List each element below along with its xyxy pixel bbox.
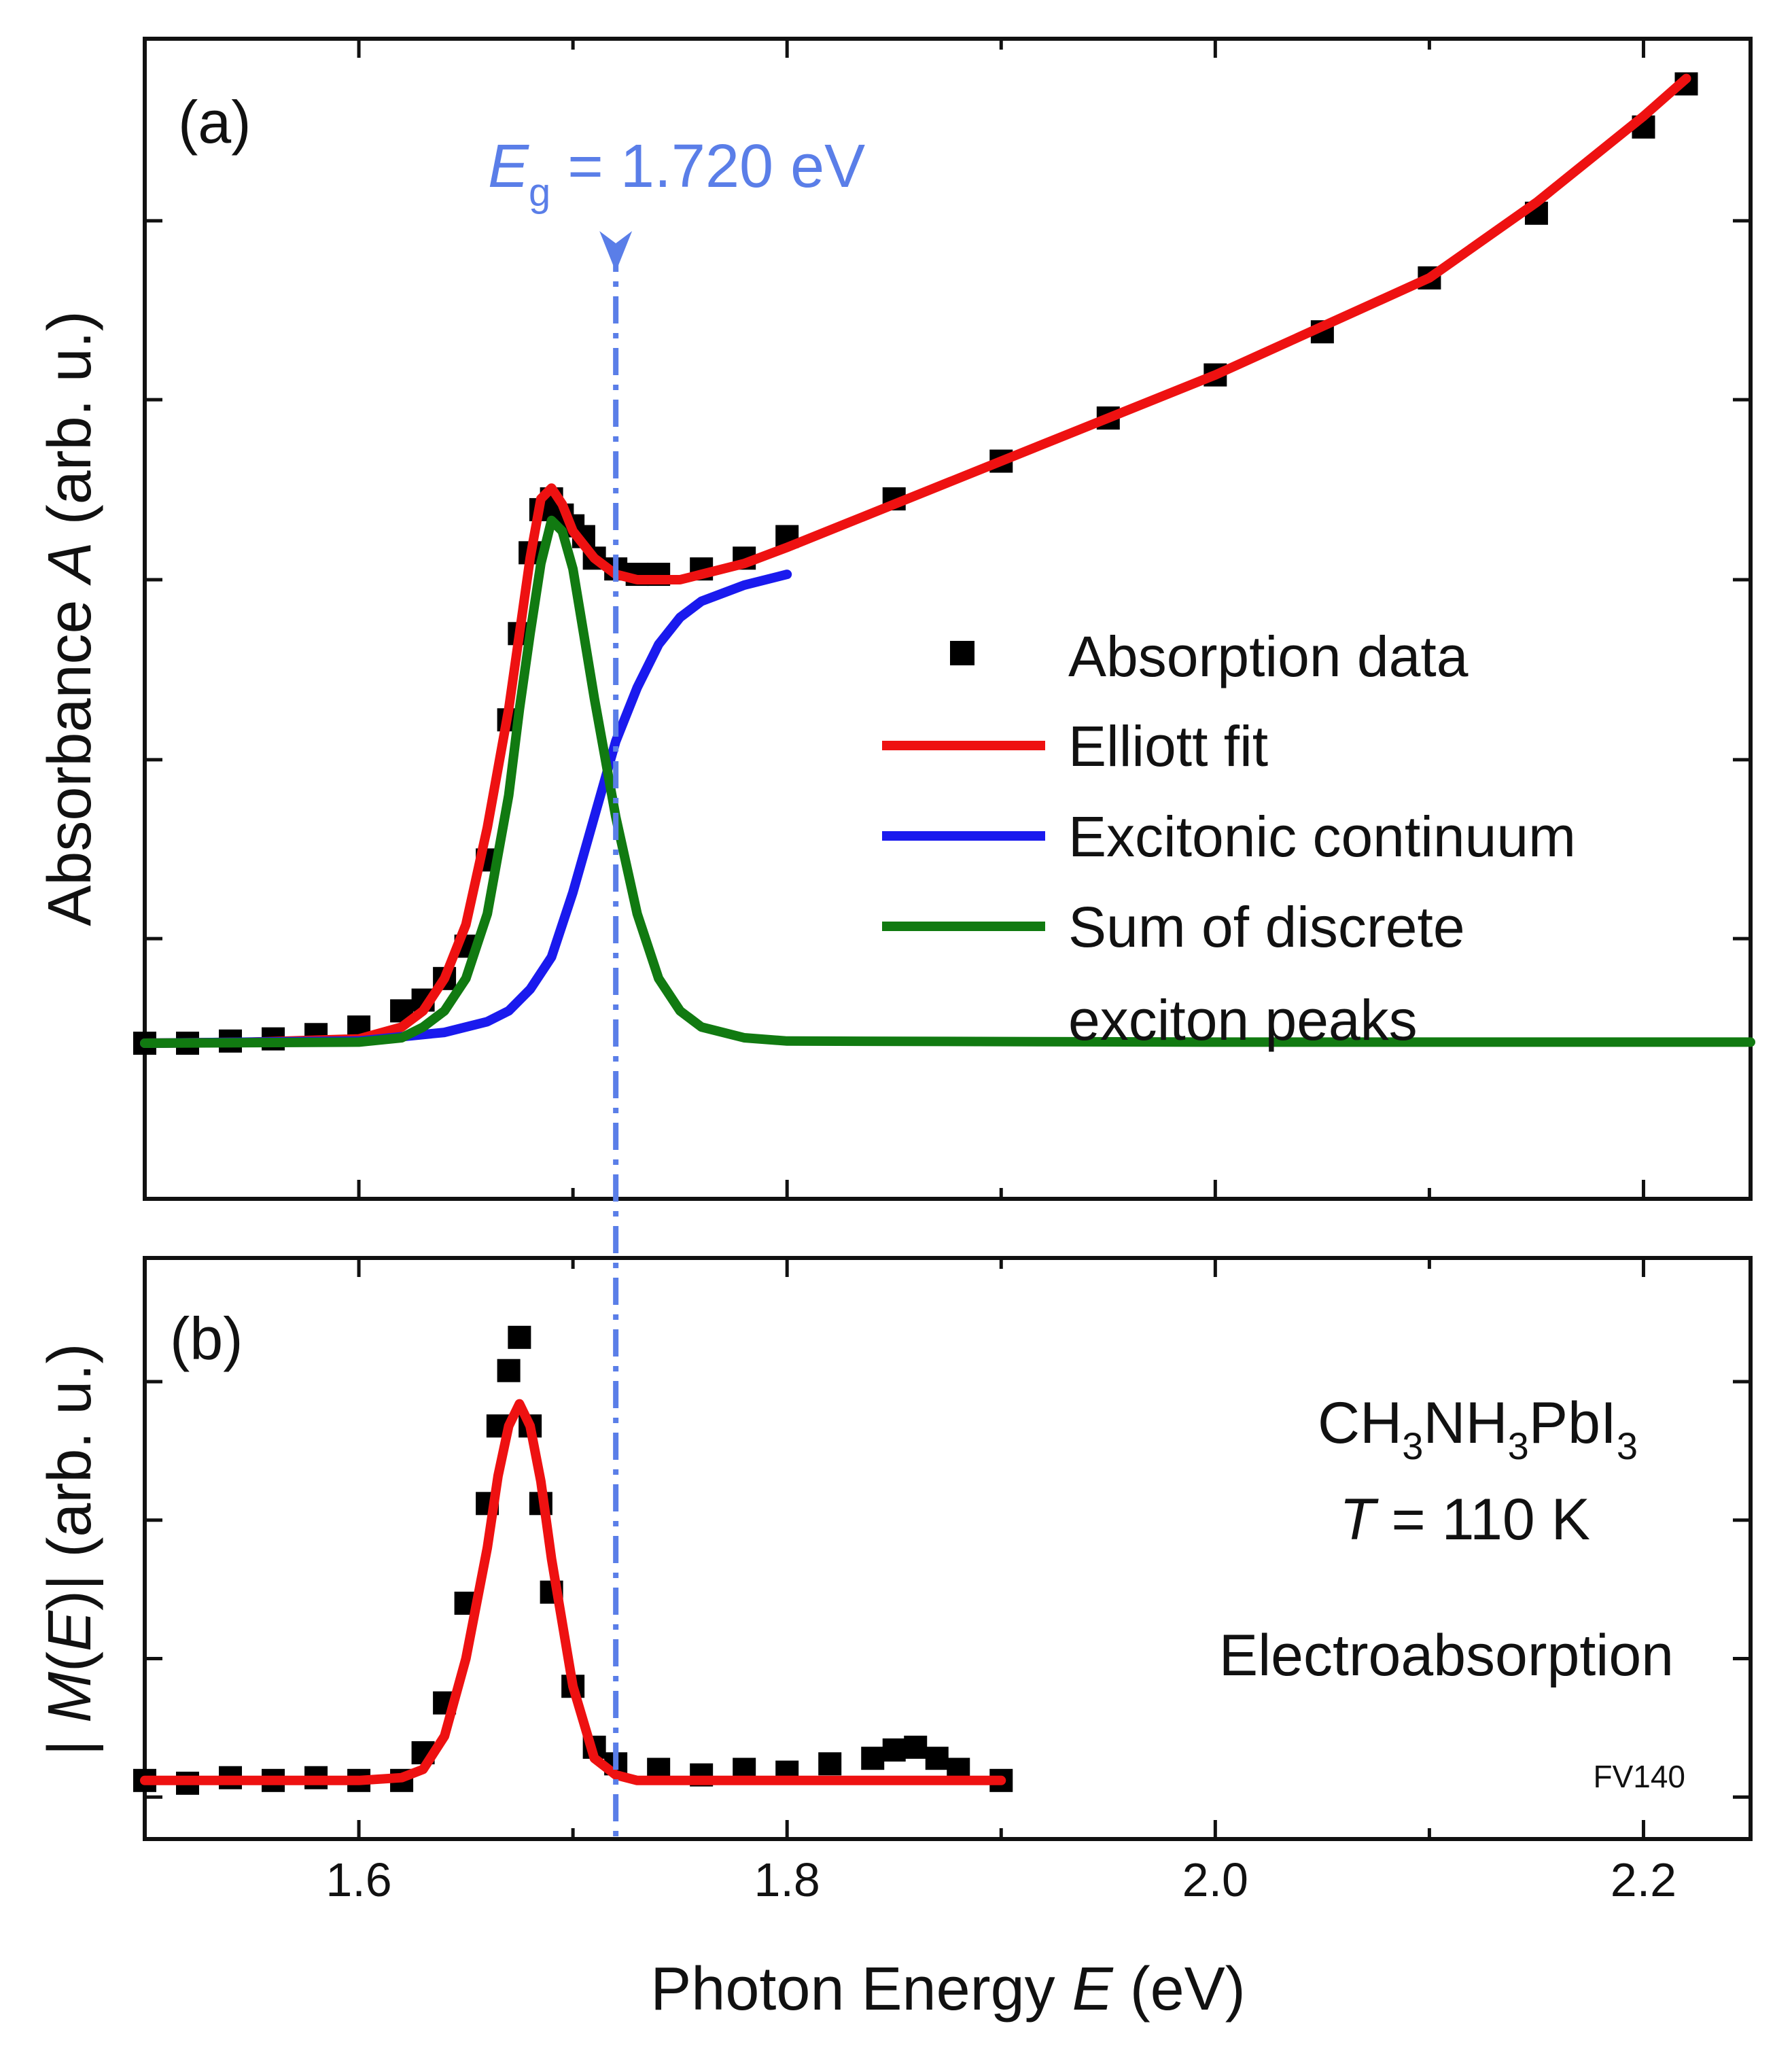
- panel-a-y-ticks: [145, 219, 1751, 941]
- panel-b-data-point: [497, 1359, 521, 1382]
- panel-b-frame: [143, 1256, 1753, 1841]
- panel-b-data-point: [861, 1747, 885, 1770]
- panel-a-series: [133, 72, 1755, 1055]
- panel-a: (a) Absorbance A (arb. u.) Absorption da…: [36, 37, 1755, 1201]
- legend-label-elliott-fit: Elliott fit: [1068, 714, 1268, 778]
- gap-energy-annotation: Eg = 1.720 eV: [488, 133, 865, 215]
- sample-code: FV140: [1593, 1759, 1685, 1794]
- panel-a-label: (a): [178, 88, 251, 156]
- x-tick-label: 2.2: [1611, 1853, 1676, 1906]
- panel-b-y-ticks: [145, 1380, 1751, 1799]
- panel-a-excitonic-continuum-line: [140, 570, 792, 1048]
- panel-a-x-ticks: [143, 39, 1645, 1199]
- panel-b: 1.6 1.8 2.0 2.2 (b) | M(E)| (arb. u.) CH3NH…: [36, 1256, 1753, 2023]
- gap-energy-arrow-icon: [599, 231, 633, 272]
- legend: Absorption data Elliott fit Excitonic co…: [882, 625, 1576, 1052]
- legend-marker-absorption-data: [950, 641, 974, 665]
- panel-b-y-axis-label: | M(E)| (arb. u.): [36, 1344, 104, 1756]
- panel-b-data-point: [882, 1738, 906, 1762]
- legend-label-discrete-peaks-line2: exciton peaks: [1068, 988, 1418, 1052]
- panel-b-data-point: [925, 1747, 949, 1770]
- panel-b-data-point: [818, 1752, 842, 1776]
- panel-b-data-point: [508, 1325, 531, 1349]
- panel-a-frame: [143, 37, 1753, 1201]
- panel-b-fit-line: [140, 1399, 1006, 1785]
- panel-a-sum-of-discrete-exciton-peaks-line: [140, 515, 1755, 1048]
- legend-label-discrete-peaks-line1: Sum of discrete: [1068, 895, 1465, 959]
- x-tick-label: 2.0: [1182, 1853, 1248, 1906]
- x-tick-label: 1.8: [754, 1853, 820, 1906]
- x-tick-label: 1.6: [326, 1853, 391, 1906]
- legend-label-absorption-data: Absorption data: [1068, 625, 1469, 688]
- panel-b-label: (b): [170, 1305, 243, 1372]
- panel-b-data-point: [904, 1735, 928, 1759]
- x-axis-label: Photon Energy E (eV): [650, 1955, 1245, 2023]
- x-tick-labels: 1.6 1.8 2.0 2.2: [326, 1853, 1676, 1906]
- gap-energy-marker: [599, 231, 633, 1839]
- panel-a-y-axis-label: Absorbance A (arb. u.): [36, 311, 104, 926]
- panel-b-x-ticks: [143, 1258, 1645, 1839]
- temperature-label: T = 110 K: [1339, 1487, 1590, 1552]
- method-label: Electroabsorption: [1219, 1623, 1674, 1688]
- sample-formula: CH3NH3PbI3: [1318, 1390, 1638, 1467]
- legend-label-excitonic-continuum: Excitonic continuum: [1068, 805, 1576, 869]
- panel-b-series: [133, 1325, 1013, 1795]
- panel-a-elliott-fit-line: [140, 73, 1691, 1048]
